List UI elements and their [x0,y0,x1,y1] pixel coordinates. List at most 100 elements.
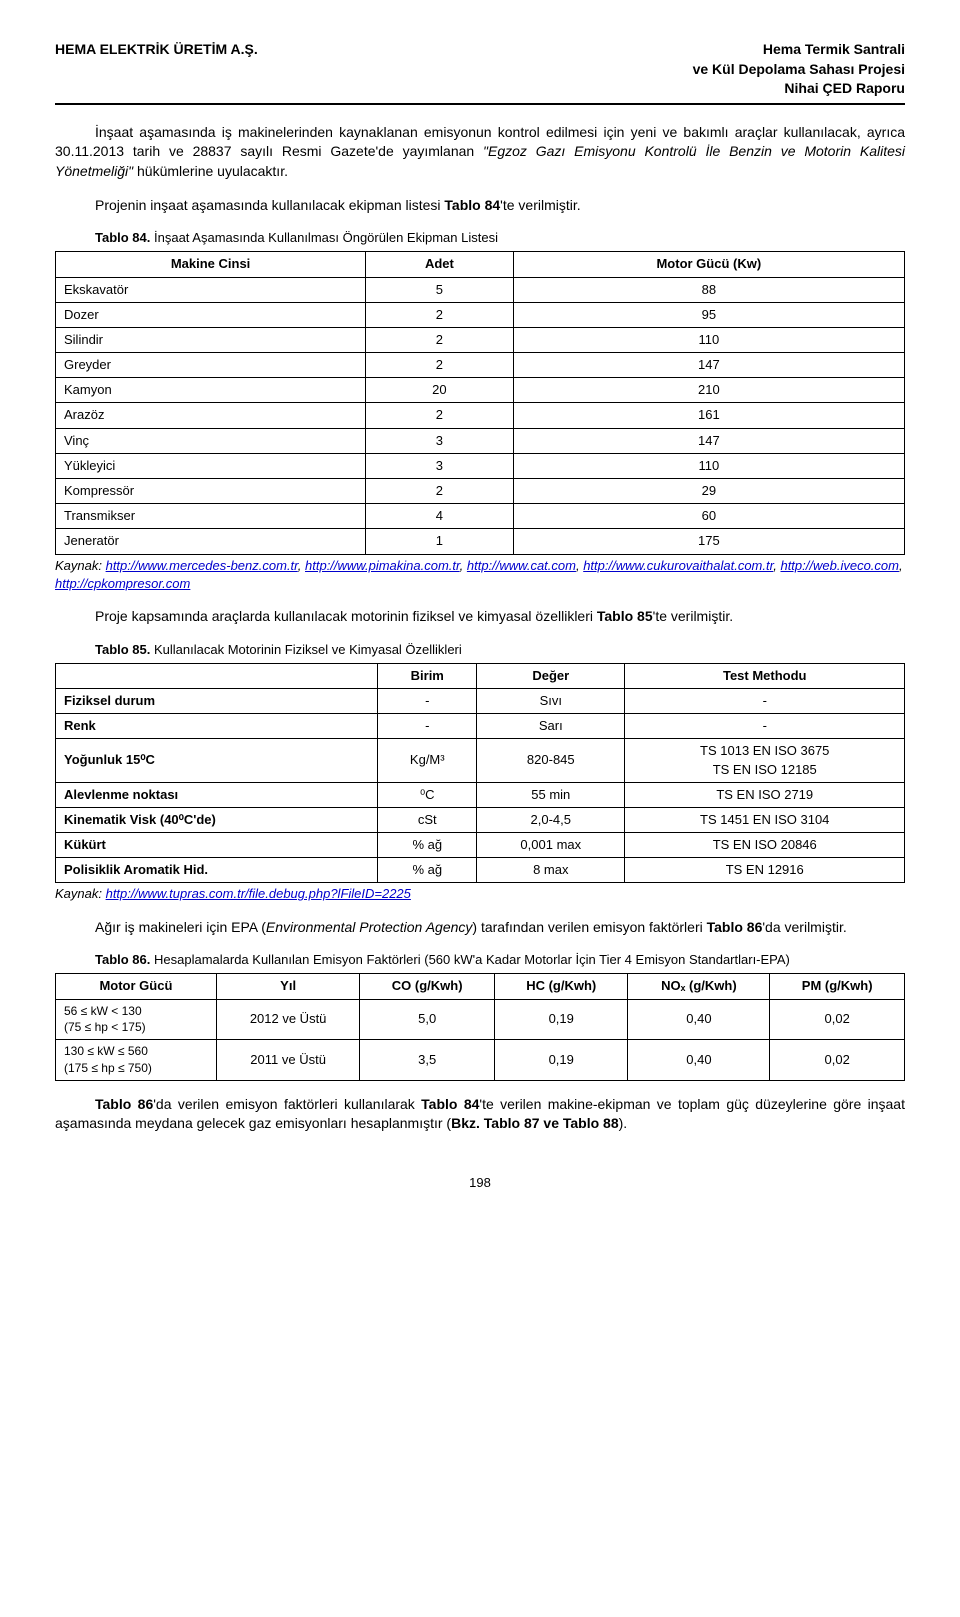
table-cell: Ekskavatör [56,277,366,302]
table-row: Ekskavatör588 [56,277,905,302]
tbl86-h6: PM (g/Kwh) [770,974,905,999]
paragraph-1: İnşaat aşamasında iş makinelerinden kayn… [55,123,905,182]
tbl86-h1: Motor Gücü [56,974,217,999]
page-header: HEMA ELEKTRİK ÜRETİM A.Ş. Hema Termik Sa… [55,40,905,105]
table-row: Dozer295 [56,302,905,327]
paragraph-4: Ağır iş makineleri için EPA (Environment… [55,918,905,938]
table-cell: 2 [366,353,514,378]
table-cell: Kükürt [56,833,378,858]
table-cell: 147 [513,428,904,453]
table-cell: Kinematik Visk (40⁰C'de) [56,807,378,832]
table-cell: 820-845 [477,739,625,782]
table-row: Yoğunluk 15⁰CKg/M³820-845TS 1013 EN ISO … [56,739,905,782]
table-cell: 147 [513,353,904,378]
tbl85-h3: Değer [477,663,625,688]
table-row: Kinematik Visk (40⁰C'de)cSt2,0-4,5TS 145… [56,807,905,832]
table-cell: - [625,714,905,739]
table-cell: 3 [366,428,514,453]
table-cell: TS 1013 EN ISO 3675 TS EN ISO 12185 [625,739,905,782]
tbl86-h4: HC (g/Kwh) [494,974,627,999]
table-row: Kamyon20210 [56,378,905,403]
table-row: Jeneratör1175 [56,529,905,554]
table-cell: Polisiklik Aromatik Hid. [56,858,378,883]
table-cell: 2 [366,302,514,327]
table-cell: 5,0 [360,999,495,1040]
table-row: Fiziksel durum-Sıvı- [56,688,905,713]
table-cell: Yükleyici [56,453,366,478]
table-cell: % ağ [378,858,477,883]
tbl84-h2: Adet [366,252,514,277]
table-cell: ⁰C [378,782,477,807]
table-cell: Alevlenme noktası [56,782,378,807]
tbl85-h2: Birim [378,663,477,688]
tbl84-source: Kaynak: http://www.mercedes-benz.com.tr,… [55,557,905,593]
table-cell: % ağ [378,833,477,858]
link-mercedes[interactable]: http://www.mercedes-benz.com.tr [106,558,298,573]
table-cell: 0,19 [494,999,627,1040]
table-cell: 56 ≤ kW < 130 (75 ≤ hp < 175) [56,999,217,1040]
table-cell: 2 [366,403,514,428]
table-cell: 8 max [477,858,625,883]
table-cell: Arazöz [56,403,366,428]
table-cell: - [378,688,477,713]
table-cell: Silindir [56,327,366,352]
tbl86-caption: Tablo 86. Hesaplamalarda Kullanılan Emis… [55,951,905,969]
table-cell: Kamyon [56,378,366,403]
table-cell: 161 [513,403,904,428]
table-cell: 175 [513,529,904,554]
table-cell: 0,40 [628,999,770,1040]
link-tupras[interactable]: http://www.tupras.com.tr/file.debug.php?… [106,886,411,901]
tbl86-h3: CO (g/Kwh) [360,974,495,999]
tbl86-h5: NOₓ (g/Kwh) [628,974,770,999]
table-cell: 5 [366,277,514,302]
link-cat[interactable]: http://www.cat.com [467,558,576,573]
table-cell: 110 [513,453,904,478]
table-cell: 20 [366,378,514,403]
table-cell: 4 [366,504,514,529]
link-cukurova[interactable]: http://www.cukurovaithalat.com.tr [583,558,773,573]
tbl84-h1: Makine Cinsi [56,252,366,277]
tbl85-source: Kaynak: http://www.tupras.com.tr/file.de… [55,885,905,903]
table-row: Kükürt% ağ0,001 maxTS EN ISO 20846 [56,833,905,858]
table-row: Silindir2110 [56,327,905,352]
table-85: Birim Değer Test Methodu Fiziksel durum-… [55,663,905,884]
table-row: Kompressör229 [56,479,905,504]
table-cell: Fiziksel durum [56,688,378,713]
link-pimakina[interactable]: http://www.pimakina.com.tr [305,558,460,573]
table-cell: 0,40 [628,1040,770,1081]
header-company: HEMA ELEKTRİK ÜRETİM A.Ş. [55,40,258,99]
table-cell: 210 [513,378,904,403]
table-cell: 60 [513,504,904,529]
tbl85-h1 [56,663,378,688]
table-cell: 95 [513,302,904,327]
table-row: Yükleyici3110 [56,453,905,478]
table-cell: 29 [513,479,904,504]
table-cell: TS EN ISO 20846 [625,833,905,858]
table-cell: 2011 ve Üstü [216,1040,360,1081]
table-cell: TS EN 12916 [625,858,905,883]
tbl84-caption: Tablo 84. İnşaat Aşamasında Kullanılması… [55,229,905,247]
link-cpkompresor[interactable]: http://cpkompresor.com [55,576,190,591]
table-cell: Transmikser [56,504,366,529]
table-cell: 110 [513,327,904,352]
tbl85-h4: Test Methodu [625,663,905,688]
table-row: Arazöz2161 [56,403,905,428]
table-cell: 88 [513,277,904,302]
table-cell: 0,19 [494,1040,627,1081]
table-cell: Kg/M³ [378,739,477,782]
table-cell: 3,5 [360,1040,495,1081]
table-86: Motor Gücü Yıl CO (g/Kwh) HC (g/Kwh) NOₓ… [55,973,905,1080]
table-cell: Renk [56,714,378,739]
table-row: Greyder2147 [56,353,905,378]
table-cell: 55 min [477,782,625,807]
link-iveco[interactable]: http://web.iveco.com [780,558,899,573]
table-row: Renk-Sarı- [56,714,905,739]
table-cell: 1 [366,529,514,554]
table-cell: Sarı [477,714,625,739]
table-cell: 3 [366,453,514,478]
paragraph-5: Tablo 86'da verilen emisyon faktörleri k… [55,1095,905,1134]
table-cell: Jeneratör [56,529,366,554]
table-cell: TS 1451 EN ISO 3104 [625,807,905,832]
table-cell: 0,001 max [477,833,625,858]
table-cell: Yoğunluk 15⁰C [56,739,378,782]
